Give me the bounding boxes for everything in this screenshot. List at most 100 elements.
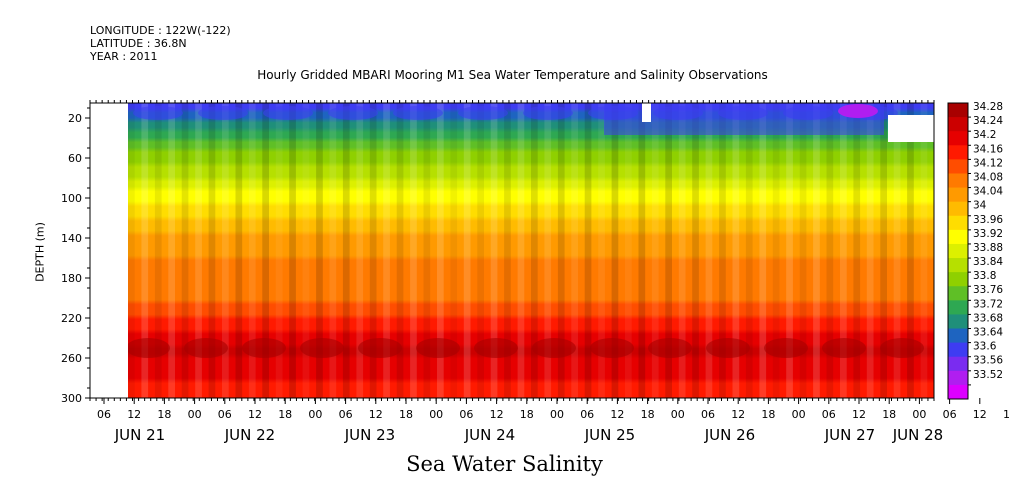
variability-band [692, 103, 699, 398]
variability-band [786, 103, 793, 398]
y-tick-label: 260 [61, 352, 82, 365]
colorbar-label: 34.12 [973, 157, 1003, 169]
variability-band [705, 103, 713, 398]
variability-band [813, 103, 820, 398]
colorbar-swatch [948, 187, 968, 203]
variability-band [759, 103, 767, 398]
surface-low-salinity-patch [198, 106, 248, 120]
variability-band [665, 103, 672, 398]
variability-band [154, 103, 162, 398]
variability-band [907, 103, 914, 398]
variability-band [450, 103, 458, 398]
colorbar-swatch [948, 201, 968, 217]
x-hour-label: 00 [308, 408, 322, 421]
chart-title: Hourly Gridded MBARI Mooring M1 Sea Wate… [257, 68, 768, 82]
surface-low-salinity-patch [328, 106, 378, 120]
variability-band [396, 103, 404, 398]
x-hour-label: 00 [671, 408, 685, 421]
variability-band [584, 103, 592, 398]
variability-band [437, 103, 444, 398]
variability-band [222, 103, 229, 398]
deep-high-salinity-patch [880, 338, 924, 358]
colorbar-swatch [948, 328, 968, 344]
colorbar-frame [947, 102, 969, 400]
deep-high-salinity-patch [764, 338, 808, 358]
variability-band [302, 103, 310, 398]
colorbar-swatch [948, 370, 968, 386]
year-label: YEAR : 2011 [90, 50, 158, 63]
colorbar-swatch [948, 229, 968, 245]
variability-band [625, 103, 632, 398]
variability-band [423, 103, 431, 398]
x-day-label: JUN 28 [892, 426, 943, 444]
y-tick-label: 300 [61, 392, 82, 405]
variability-band [248, 103, 256, 398]
x-hour-label: 18 [399, 408, 413, 421]
latitude-label: LATITUDE : 36.8N [90, 37, 187, 50]
variability-band [490, 103, 498, 398]
colorbar-swatch [948, 117, 968, 132]
x-day-label: JUN 27 [824, 426, 875, 444]
y-tick-label: 100 [61, 192, 82, 205]
x-hour-label: 00 [188, 408, 202, 421]
colorbar-swatch [948, 384, 968, 400]
variability-band [410, 103, 417, 398]
variability-band [799, 103, 807, 398]
x-day-label: JUN 26 [704, 426, 755, 444]
colorbar-swatch [948, 258, 968, 273]
x-hour-label: 06 [943, 408, 957, 421]
surface-low-salinity-patch [263, 106, 313, 120]
x-hour-label: 12 [731, 408, 745, 421]
x-hour-label: 18 [520, 408, 534, 421]
colorbar-swatch [948, 314, 968, 330]
deep-high-salinity-patch [532, 338, 576, 358]
colorbar-swatch [948, 272, 968, 287]
variability-band [128, 103, 135, 398]
variability-band [289, 103, 296, 398]
y-tick-label: 220 [61, 312, 82, 325]
x-hour-label: 12 [248, 408, 262, 421]
variability-band [342, 103, 350, 398]
variability-band [772, 103, 780, 398]
x-day-label: JUN 25 [584, 426, 635, 444]
colorbar-swatch [948, 215, 968, 231]
colorbar-label: 33.6 [973, 341, 997, 353]
mooring-metadata: LONGITUDE : 122W(-122) LATITUDE : 36.8N YE… [90, 24, 231, 63]
variability-band [262, 103, 269, 398]
variability-band [504, 103, 511, 398]
variability-band [732, 103, 740, 398]
x-hour-label: 12 [127, 408, 141, 421]
surface-low-salinity-patch [393, 106, 443, 120]
x-hour-label: 00 [792, 408, 806, 421]
colorbar-label: 33.88 [973, 242, 1003, 254]
colorbar-swatch [948, 131, 968, 146]
variability-band [866, 103, 874, 398]
x-hour-label: 06 [97, 408, 111, 421]
x-hour-label: 12 [852, 408, 866, 421]
colorbar-swatch [948, 356, 968, 372]
x-hour-label: 18 [278, 408, 292, 421]
colorbar-label: 33.8 [973, 270, 996, 282]
deep-high-salinity-patch [590, 338, 634, 358]
variability-band [168, 103, 175, 398]
colorbar-label: 33.64 [973, 327, 1003, 339]
x-day-label: JUN 21 [114, 426, 165, 444]
x-hour-label: 06 [218, 408, 232, 421]
variability-band [826, 103, 834, 398]
colorbar-swatch [948, 243, 968, 259]
surface-min-salinity-patch [838, 104, 878, 118]
colorbar-swatch [948, 173, 968, 189]
plot-frame [89, 102, 935, 399]
variability-band [316, 103, 323, 398]
y-tick-label: 140 [61, 232, 82, 245]
deep-high-salinity-patch [242, 338, 286, 358]
variability-band [920, 103, 928, 398]
variability-band [477, 103, 484, 398]
variability-band [369, 103, 377, 398]
variability-band [880, 103, 887, 398]
x-day-label: JUN 22 [224, 426, 275, 444]
variability-band [853, 103, 861, 398]
x-hour-label: 00 [550, 408, 564, 421]
colorbar-label: 33.92 [973, 228, 1003, 240]
colorbar-label: 33.72 [973, 298, 1003, 310]
